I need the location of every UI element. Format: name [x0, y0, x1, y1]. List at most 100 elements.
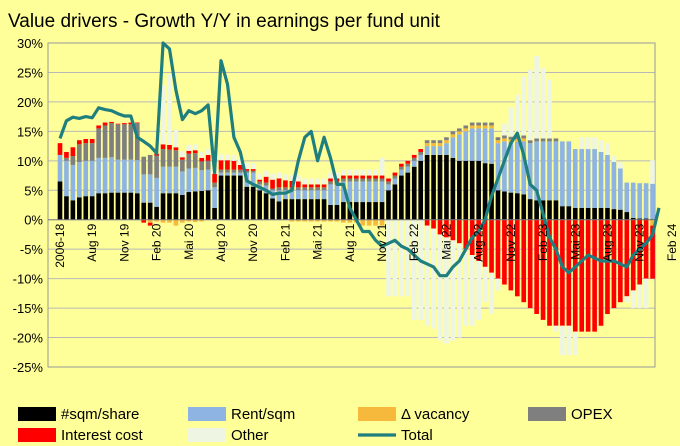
legend-label-sqm: #sqm/share	[61, 406, 139, 423]
bar-sqm	[334, 205, 340, 220]
bar-opex	[463, 125, 469, 129]
bar-sqm	[205, 190, 211, 220]
legend-label-rent: Rent/sqm	[231, 406, 295, 423]
bar-opex	[457, 128, 462, 132]
bar-sqm	[386, 190, 391, 220]
bar-opex	[128, 124, 134, 160]
bar-interest	[521, 219, 527, 303]
bar-sqm	[167, 193, 172, 220]
bar-rent	[540, 141, 546, 201]
bar-sqm	[199, 190, 205, 220]
bar-opex	[347, 178, 353, 182]
bar-interest	[341, 175, 346, 179]
bar-interest	[180, 157, 185, 160]
bar-other	[308, 178, 314, 185]
bar-sqm	[212, 207, 217, 220]
bar-other	[392, 219, 398, 297]
x-tick-label: Mai 22	[439, 223, 453, 259]
x-tick-label: Aug 19	[85, 223, 99, 261]
bar-sqm	[392, 184, 398, 220]
bar-interest	[83, 139, 89, 144]
bar-other	[450, 240, 456, 341]
y-tick-label: -15%	[13, 301, 44, 316]
bar-interest	[295, 181, 301, 188]
bar-rent	[605, 154, 610, 208]
bar-interest	[167, 144, 172, 150]
bar-opex	[283, 187, 288, 191]
bar-sqm	[283, 199, 288, 220]
bar-rent	[624, 182, 630, 213]
bar-opex	[547, 138, 552, 142]
bar-interest	[527, 219, 533, 309]
bar-opex	[244, 170, 250, 173]
bar-vacancy	[308, 219, 314, 222]
bar-opex	[399, 166, 404, 170]
bar-vacancy	[302, 219, 308, 222]
bar-rent	[431, 146, 436, 155]
bar-rent	[366, 181, 372, 203]
bar-vacancy	[315, 219, 320, 222]
bar-vacancy	[199, 219, 205, 222]
bar-rent	[250, 172, 256, 187]
bar-opex	[83, 143, 89, 161]
bar-rent	[553, 141, 559, 201]
bar-rent	[444, 143, 449, 155]
bar-interest	[547, 219, 552, 326]
plot-area: 30% 25% 20% 15% 10% 5% 0% -5% -10% -15% -20% -25% 20…	[13, 36, 679, 375]
y-tick-label: 0%	[24, 213, 43, 228]
bar-opex	[508, 136, 514, 140]
y-tick-label: -10%	[13, 272, 44, 287]
bar-sqm	[469, 160, 475, 220]
bar-vacancy	[289, 219, 295, 222]
bar-interest	[560, 219, 565, 326]
bar-other	[630, 290, 636, 309]
bar-opex	[386, 181, 391, 185]
bar-sqm	[147, 202, 153, 220]
x-tick-label: Feb 23	[536, 223, 550, 261]
bar-rent	[102, 157, 108, 194]
bar-sqm	[89, 196, 95, 220]
bar-vacancy	[328, 219, 333, 222]
bar-rent	[218, 172, 224, 176]
bar-opex	[521, 135, 527, 139]
bar-other	[611, 156, 617, 162]
bar-opex	[270, 188, 275, 191]
bar-interest	[424, 219, 430, 226]
bar-rent	[547, 141, 552, 201]
bar-other	[598, 140, 604, 152]
bar-other	[399, 219, 404, 297]
bar-sqm	[560, 206, 565, 220]
bar-opex	[295, 187, 301, 191]
y-tick-label: 15%	[17, 124, 43, 139]
bar-vacancy	[457, 131, 462, 135]
legend-swatch-sqm	[18, 407, 56, 421]
bar-other	[618, 162, 623, 169]
bar-other	[270, 173, 275, 180]
bar-rent	[450, 137, 456, 158]
bar-rent	[521, 141, 527, 195]
bar-sqm	[399, 175, 404, 220]
bar-other	[192, 144, 198, 151]
x-tick-label: Mai 20	[182, 223, 196, 259]
y-tick-label: -20%	[13, 331, 44, 346]
bar-opex	[160, 149, 166, 167]
bar-other	[605, 143, 610, 155]
bar-interest	[411, 154, 417, 158]
y-tick-label: 5%	[24, 183, 43, 198]
bar-vacancy	[495, 140, 501, 144]
bar-rent	[637, 183, 642, 219]
bar-sqm	[424, 154, 430, 220]
bar-rent	[592, 149, 597, 208]
bar-rent	[650, 183, 655, 220]
legend-label-other: Other	[231, 427, 269, 444]
bar-rent	[328, 184, 333, 205]
bar-vacancy	[334, 219, 340, 222]
bar-opex	[263, 182, 269, 186]
bar-other	[160, 85, 166, 145]
bar-opex	[89, 143, 95, 161]
bar-interest	[89, 139, 95, 144]
bar-sqm	[373, 202, 378, 220]
bar-other	[250, 163, 256, 170]
plot-border	[47, 42, 656, 368]
bar-sqm	[321, 199, 327, 220]
